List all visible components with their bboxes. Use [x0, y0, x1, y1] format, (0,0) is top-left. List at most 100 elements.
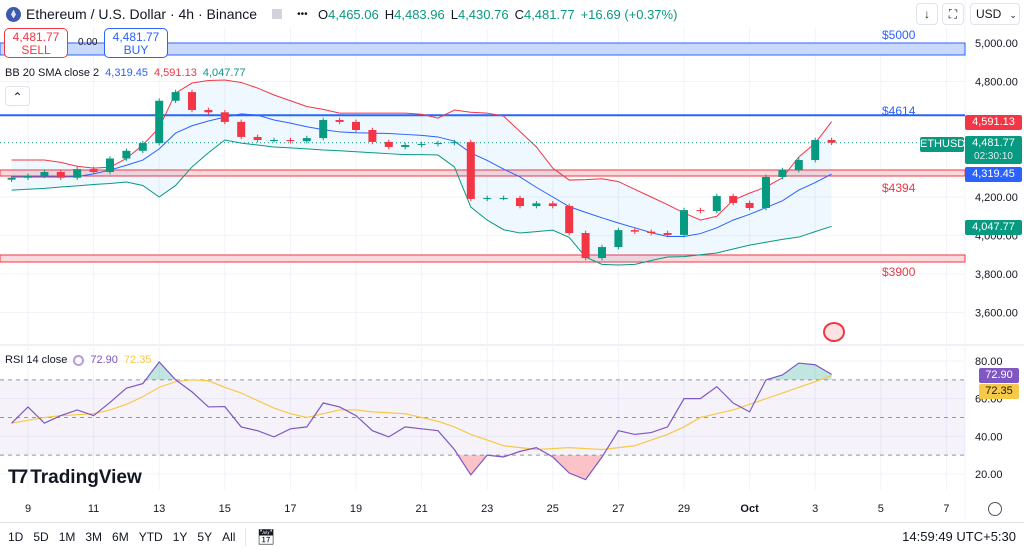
x-tick-label: 5: [878, 503, 884, 515]
bb-legend[interactable]: BB 20 SMA close 2 4,319.45 4,591.13 4,04…: [5, 67, 246, 79]
loading-icon: [73, 354, 85, 366]
buy-label: BUY: [123, 43, 149, 57]
timeframe-1d[interactable]: 1D: [8, 529, 24, 544]
candle-body: [745, 202, 754, 208]
level-label-4614: $4614: [882, 104, 916, 118]
timeframe-5d[interactable]: 5D: [33, 529, 49, 544]
candle-body: [319, 120, 328, 139]
timeframe-6m[interactable]: 6M: [112, 529, 129, 544]
candle-body: [73, 169, 82, 178]
chart-canvas[interactable]: 9 11 13 15 17 19 21 23 25 27 29 Oct 3 5 7 5,000.00 4,800…: [0, 0, 1024, 520]
fullscreen-icon: ⛶: [948, 7, 958, 21]
candle-body: [762, 176, 770, 208]
collapse-legend-button[interactable]: ⌃: [5, 86, 30, 106]
timeframe-ytd[interactable]: YTD: [138, 529, 163, 544]
bb-upper-value: 4,591.13: [154, 67, 197, 79]
candle-body: [827, 140, 836, 143]
candle-body: [286, 140, 295, 142]
candle-body: [614, 230, 623, 248]
rsi-value: 72.90: [90, 354, 118, 366]
divider: [245, 527, 247, 546]
price-tick-label: 5,000.00: [975, 38, 1018, 50]
sell-label: SELL: [21, 43, 51, 57]
candle-body: [89, 169, 98, 172]
x-tick-label: 9: [25, 503, 31, 515]
symbol-title[interactable]: Ethereum / U.S. Dollar · 4h · Binance ••…: [2, 3, 312, 25]
candle-body: [352, 121, 360, 131]
sell-button[interactable]: 4,481.77 SELL: [4, 28, 68, 58]
ethereum-logo-icon: [6, 6, 21, 22]
bb-upper-price-tag: 4,591.13: [965, 115, 1022, 130]
candle-body: [24, 175, 32, 178]
candle-body: [680, 210, 688, 235]
bar-countdown: 02:30:10: [974, 151, 1013, 162]
clock[interactable]: 14:59:49 UTC+5:30: [902, 529, 1016, 544]
close-value: 4,481.77: [523, 7, 575, 22]
candle-body: [516, 197, 524, 207]
candle-body: [663, 232, 672, 235]
close-label: C: [514, 7, 524, 22]
candle-body: [565, 206, 574, 233]
more-options-button[interactable]: •••: [297, 8, 308, 20]
x-tick-label: 21: [415, 503, 427, 515]
candle-body: [302, 138, 311, 142]
candle-body: [729, 196, 738, 203]
buy-button[interactable]: 4,481.77 BUY: [104, 28, 168, 58]
level-label-4394: $4394: [882, 181, 916, 195]
candle-body: [138, 143, 147, 151]
low-value: 4,430.76: [457, 7, 509, 22]
arrow-down-icon: ↓: [924, 7, 930, 21]
candle-body: [40, 171, 49, 176]
event-marker-icon[interactable]: [823, 322, 845, 342]
timeframe-1y[interactable]: 1Y: [172, 529, 188, 544]
rsi-title: RSI 14 close: [5, 354, 68, 366]
candle-body: [122, 150, 131, 159]
fullscreen-button[interactable]: ⛶: [942, 3, 964, 25]
tradingview-logo-icon: T7: [8, 467, 28, 488]
high-label: H: [384, 7, 395, 22]
bb-title: BB 20 SMA close 2: [5, 67, 100, 79]
x-tick-label: 7: [943, 503, 949, 515]
candle-body: [7, 177, 16, 180]
timeframe-5y[interactable]: 5Y: [197, 529, 213, 544]
candle-body: [237, 121, 246, 137]
x-tick-label: 13: [153, 503, 165, 515]
rsi-tick-label: 20.00: [975, 469, 1003, 481]
bb-lower-line: [11, 139, 832, 266]
symbol-name: Ethereum / U.S. Dollar · 4h · Binance: [26, 6, 258, 22]
timeframe-all[interactable]: All: [222, 529, 236, 544]
candle-body: [647, 231, 656, 233]
level-zone-5000: [0, 42, 966, 56]
candle-body: [56, 171, 65, 178]
level-zone-3900: [0, 254, 966, 263]
x-tick-label: Oct: [740, 503, 759, 515]
go-to-date-calendar-icon[interactable]: 📅︎: [256, 528, 276, 546]
level-label-5000: $5000: [882, 28, 916, 42]
candle-body: [434, 143, 442, 145]
rsi-legend[interactable]: RSI 14 close 72.90 72.35: [5, 354, 151, 366]
x-tick-label: 3: [812, 503, 818, 515]
currency-select[interactable]: USD ⌄: [970, 3, 1020, 25]
candle-body: [499, 197, 508, 199]
candle-body: [630, 230, 639, 232]
settings-icon[interactable]: [988, 502, 1002, 516]
candle-body: [270, 140, 278, 142]
timeframe-1m[interactable]: 1M: [58, 529, 76, 544]
candle-body: [794, 160, 803, 171]
candle-body: [532, 203, 541, 207]
candle-body: [401, 145, 410, 147]
timeframe-3m[interactable]: 3M: [85, 529, 103, 544]
bottom-toolbar: 1D 5D 1M 3M 6M YTD 1Y 5Y All 📅︎ 14:59:49…: [0, 522, 1024, 550]
flag-icon[interactable]: [272, 9, 283, 19]
candle-body: [204, 109, 213, 113]
price-tick-label: 3,800.00: [975, 269, 1018, 281]
last-price-tag: 4,481.77 02:30:10: [965, 136, 1022, 164]
buy-price: 4,481.77: [112, 30, 160, 44]
bb-basis-price-tag: 4,319.45: [965, 167, 1022, 182]
bb-lower-price-tag: 4,047.77: [965, 220, 1022, 235]
x-tick-label: 11: [88, 503, 99, 515]
scroll-to-latest-button[interactable]: ↓: [916, 3, 938, 25]
sell-price: 4,481.77: [12, 30, 60, 44]
x-tick-label: 27: [612, 503, 624, 515]
rsi-ma-value: 72.35: [123, 354, 152, 366]
